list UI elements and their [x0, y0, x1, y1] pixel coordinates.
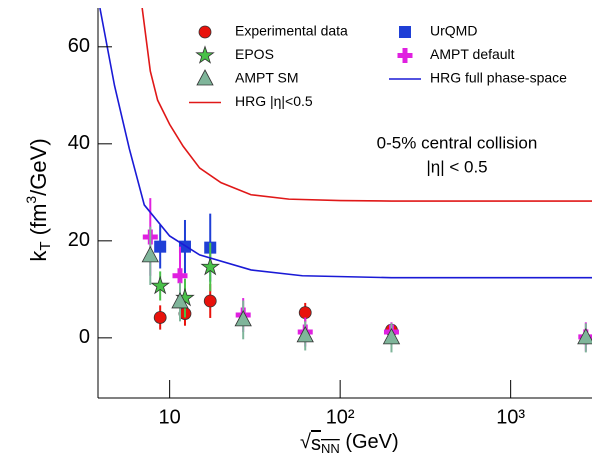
- legend-marker: [198, 25, 212, 39]
- x-label-part: √: [300, 431, 311, 453]
- marker: [172, 268, 188, 284]
- y-tick-label: 60: [68, 35, 90, 57]
- x-label: √sNN (GeV): [300, 431, 399, 456]
- y-tick-label: 20: [68, 229, 90, 251]
- legend-marker: [195, 45, 215, 64]
- legend-label: HRG |η|<0.5: [235, 93, 313, 109]
- marker: [296, 326, 314, 343]
- y-tick-label: 0: [79, 326, 90, 348]
- legend-label: HRG full phase-space: [430, 70, 567, 86]
- legend-marker: [397, 48, 413, 63]
- marker: [298, 306, 312, 320]
- x-tick-label: 10: [159, 406, 181, 428]
- y-label: kT (fm3/GeV): [23, 138, 54, 261]
- marker: [234, 310, 252, 327]
- marker: [153, 311, 167, 324]
- marker: [150, 275, 170, 295]
- x-label-part: NN: [321, 441, 340, 456]
- marker: [154, 240, 167, 253]
- legend-marker: [399, 26, 411, 38]
- y-tick-label: 40: [68, 132, 90, 154]
- legend-label: Experimental data: [235, 23, 348, 39]
- annotation: 0-5% central collision: [377, 133, 538, 152]
- annotation: |η| < 0.5: [426, 157, 487, 176]
- marker: [200, 256, 220, 276]
- y-label-part: T: [37, 241, 54, 250]
- line: [99, 8, 592, 279]
- marker: [141, 246, 159, 263]
- legend-marker: [196, 69, 214, 86]
- legend-label: UrQMD: [430, 23, 477, 39]
- y-label-part: k: [26, 250, 51, 262]
- marker: [577, 328, 592, 345]
- legend-label: AMPT default: [430, 46, 515, 62]
- marker: [382, 328, 401, 345]
- x-tick-label: 10²: [326, 406, 355, 428]
- legend-label: AMPT SM: [235, 70, 299, 86]
- y-label-part: (fm: [26, 204, 51, 242]
- plot-area: [99, 8, 592, 353]
- legend-label: EPOS: [235, 46, 274, 62]
- x-label-part: s: [311, 433, 321, 455]
- marker: [203, 294, 217, 308]
- x-label-part: (GeV): [340, 431, 399, 453]
- x-tick-label: 10³: [496, 406, 525, 428]
- y-label-part: /GeV): [26, 138, 51, 195]
- line: [141, 8, 592, 202]
- marker: [171, 292, 189, 309]
- y-label-part: 3: [23, 196, 39, 204]
